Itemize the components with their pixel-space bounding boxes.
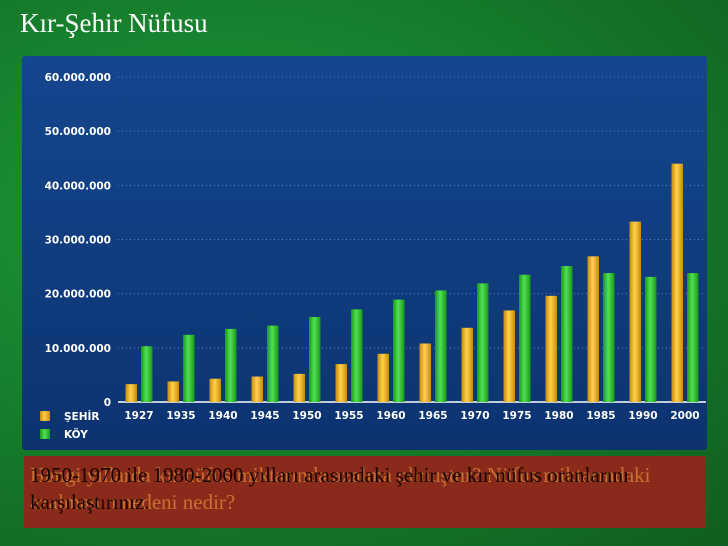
legend-swatch-koy [40, 429, 50, 439]
y-tick-label: 40.000.000 [45, 180, 111, 192]
y-tick-label: 30.000.000 [45, 235, 111, 247]
bar-sehir [377, 353, 389, 402]
slide-title: Kır-Şehir Nüfusu [20, 8, 208, 38]
x-tick-label: 1940 [208, 410, 237, 422]
x-tick-label: 1965 [418, 410, 447, 422]
bar-koy [351, 309, 363, 402]
bar-koy [225, 328, 237, 402]
bar-koy [645, 276, 657, 402]
x-tick-label: 2000 [670, 410, 699, 422]
legend-label-sehir: ŞEHİR [64, 409, 100, 423]
legend-label-koy: KÖY [64, 427, 88, 441]
y-tick-label: 60.000.000 [45, 72, 111, 84]
x-tick-label: 1990 [628, 410, 657, 422]
x-tick-label: 1975 [502, 410, 531, 422]
bar-sehir [629, 221, 641, 402]
bar-sehir [671, 163, 683, 402]
x-tick-label: 1935 [166, 410, 195, 422]
x-tick-label: 1985 [586, 410, 615, 422]
x-tick-label: 1945 [250, 410, 279, 422]
bar-koy [141, 346, 153, 402]
y-tick-label: 50.000.000 [45, 126, 111, 138]
bar-koy [561, 266, 573, 402]
bar-sehir [251, 376, 263, 402]
bar-sehir [587, 256, 599, 402]
bar-sehir [167, 381, 179, 402]
y-tick-label: 20.000.000 [45, 289, 111, 301]
bar-sehir [335, 364, 347, 402]
bar-koy [309, 316, 321, 402]
y-tick-label: 10.000.000 [45, 343, 111, 355]
bar-koy [435, 290, 447, 402]
bar-sehir [293, 373, 305, 402]
x-tick-label: 1980 [544, 410, 573, 422]
y-tick-label: 0 [104, 397, 111, 409]
bar-koy [267, 325, 279, 402]
legend-swatch-sehir [40, 411, 50, 421]
bar-koy [477, 283, 489, 402]
bar-sehir [209, 378, 221, 402]
bar-koy [183, 334, 195, 402]
bar-koy [603, 273, 615, 402]
x-tick-label: 1960 [376, 410, 405, 422]
x-tick-label: 1955 [334, 410, 363, 422]
bar-sehir [461, 327, 473, 402]
x-tick-label: 1950 [292, 410, 321, 422]
bar-koy [393, 299, 405, 402]
bar-sehir [545, 295, 557, 402]
x-tick-label: 1970 [460, 410, 489, 422]
x-tick-label: 1927 [124, 410, 153, 422]
question-text-back: Hangi yıllarda kır nüfus miktarında azal… [30, 463, 651, 514]
question-text-front: 1950-1970 ile 1980-2000 yılları arasında… [30, 463, 629, 514]
bar-koy [519, 274, 531, 402]
question-box [24, 456, 706, 528]
bar-sehir [419, 343, 431, 402]
bar-sehir [125, 384, 137, 402]
bar-sehir [503, 310, 515, 402]
bar-koy [687, 273, 699, 402]
